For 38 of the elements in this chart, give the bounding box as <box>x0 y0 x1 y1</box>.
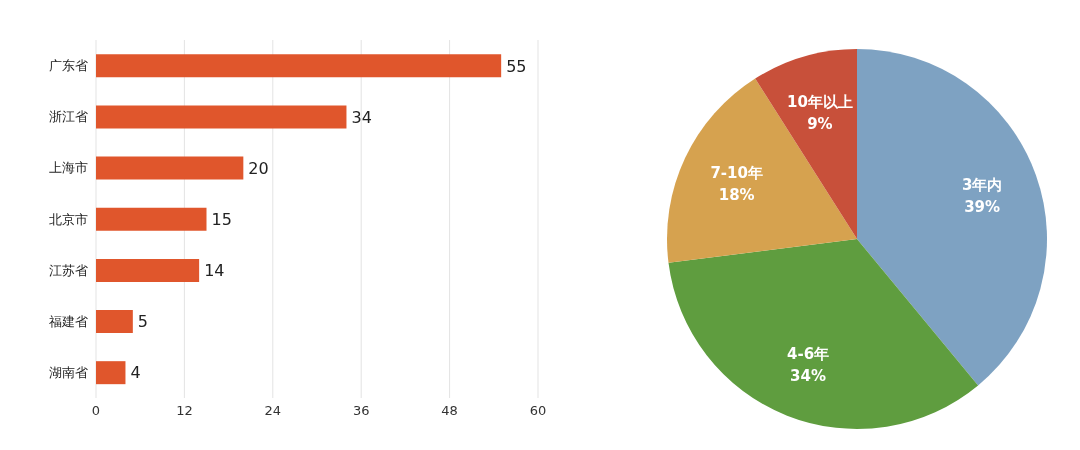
pie-slice <box>667 78 857 263</box>
bar <box>96 105 347 129</box>
slice-label: 7-10年 <box>710 164 763 183</box>
data-label: 4 <box>130 363 141 383</box>
x-tick-label: 24 <box>264 403 282 419</box>
bar <box>96 310 133 334</box>
data-label: 39% <box>964 197 1001 216</box>
y-tick-label: 江苏省 <box>49 262 88 278</box>
data-label: 14 <box>204 261 225 281</box>
x-tick-label: 60 <box>529 403 547 419</box>
y-tick-label: 浙江省 <box>49 109 88 125</box>
bar <box>96 54 502 78</box>
x-tick-label: 36 <box>352 403 370 419</box>
bar <box>96 258 200 282</box>
data-label: 5 <box>137 312 149 332</box>
data-label: 34% <box>790 366 826 385</box>
data-label: 20 <box>248 158 269 178</box>
slice-label: 4-6年 <box>786 344 830 363</box>
x-tick-label: 0 <box>91 403 101 419</box>
y-tick-label: 北京市 <box>49 211 88 227</box>
data-label: 55 <box>506 56 527 76</box>
pie-slice <box>857 49 1047 386</box>
y-tick-label: 福建省 <box>49 313 88 329</box>
y-tick-label: 广东省 <box>49 58 88 74</box>
x-tick-label: 12 <box>176 403 193 419</box>
slice-label: 3年内 <box>961 175 1003 194</box>
data-label: 18% <box>718 186 755 205</box>
y-tick-label: 湖南省 <box>49 365 88 381</box>
data-label: 9% <box>807 115 833 134</box>
data-label: 34 <box>351 107 372 127</box>
pie-slice <box>668 239 979 429</box>
y-tick-label: 上海市 <box>49 160 88 176</box>
bar <box>96 156 244 180</box>
bar <box>96 207 207 231</box>
data-label: 15 <box>211 209 232 229</box>
x-tick-label: 48 <box>441 403 458 419</box>
slice-label: 10年以上 <box>786 93 853 112</box>
bar <box>96 361 126 385</box>
